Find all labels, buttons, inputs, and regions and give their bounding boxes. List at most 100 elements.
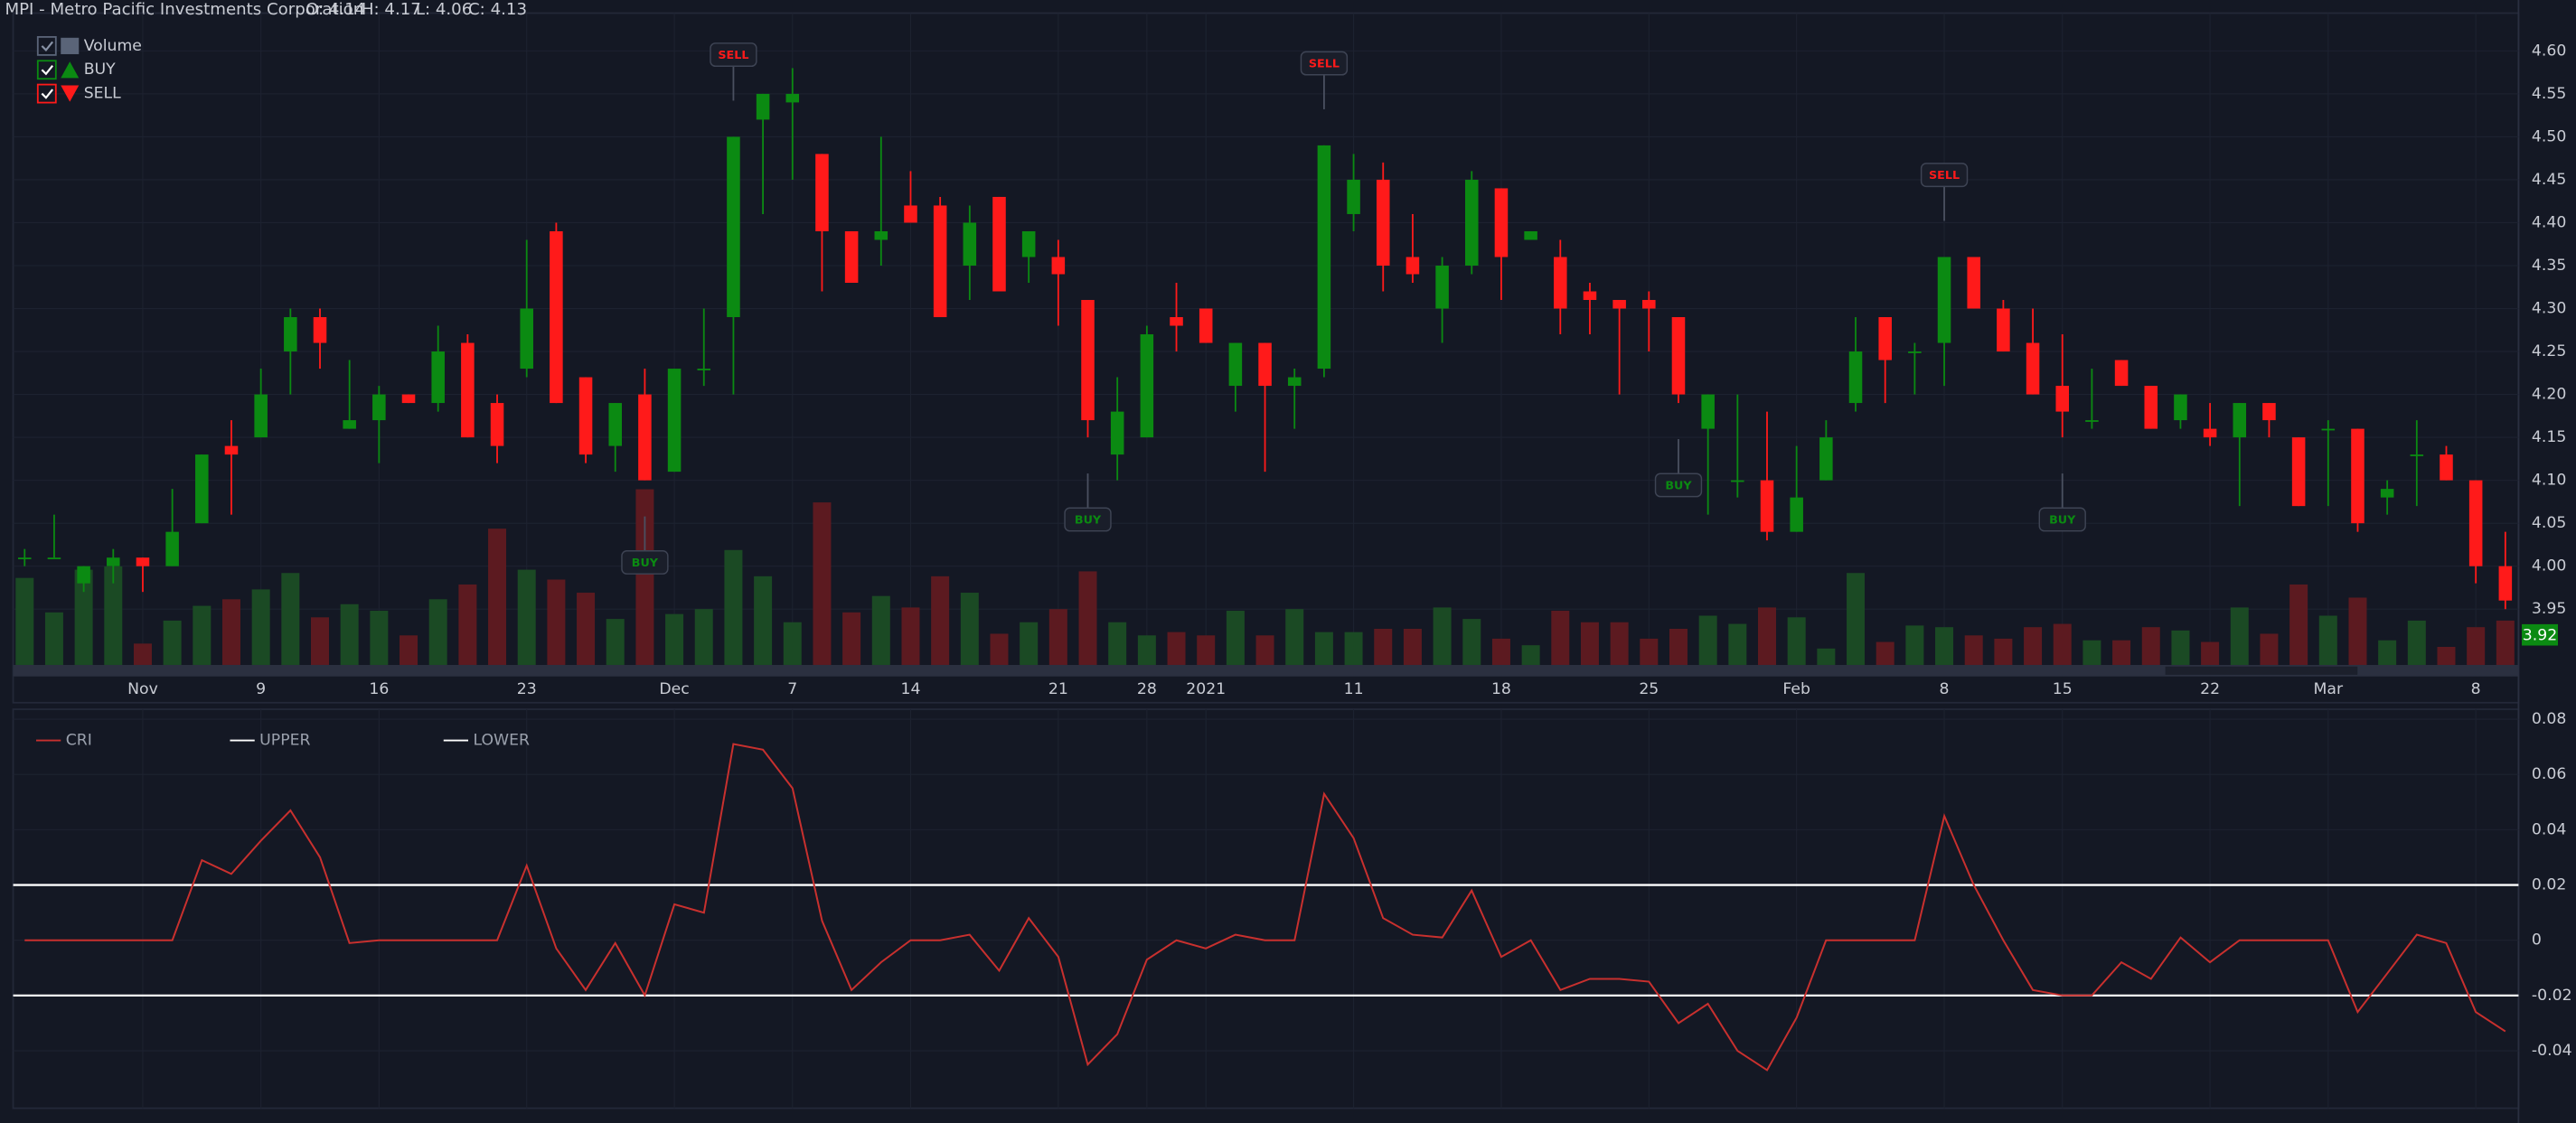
volume-bar	[488, 529, 507, 665]
candle-body	[1199, 308, 1213, 343]
x-tick-label: 15	[2053, 680, 2073, 698]
volume-bar	[577, 593, 596, 665]
candle-body	[815, 154, 829, 231]
volume-bar	[221, 599, 240, 665]
candle-body	[1848, 351, 1863, 404]
signal-label: SELL	[718, 48, 748, 61]
candle-body	[550, 230, 563, 404]
candle-body	[1376, 179, 1390, 266]
candle-body	[638, 394, 652, 481]
candle-body	[520, 308, 533, 370]
scrollbar[interactable]	[2165, 666, 2358, 675]
candle-body	[2233, 403, 2247, 438]
volume-bar	[1255, 635, 1274, 665]
candle-body	[2144, 386, 2158, 429]
volume-bar	[2260, 633, 2279, 665]
x-tick-label: 16	[369, 680, 389, 698]
volume-bar	[1491, 638, 1510, 665]
signal-box	[2038, 507, 2086, 532]
volume-bar	[2230, 607, 2249, 665]
candle-body	[136, 557, 150, 566]
candle-body	[372, 394, 386, 421]
volume-bar	[1758, 607, 1777, 665]
volume-bar	[635, 489, 654, 665]
volume-bar	[1728, 623, 1747, 665]
candle-body	[77, 566, 90, 584]
x-tick-label: 21	[1048, 680, 1068, 698]
volume-bar	[1640, 638, 1659, 665]
volume-bar	[1847, 573, 1866, 665]
candle-body	[2380, 489, 2394, 498]
volume-bar	[960, 593, 979, 665]
volume-bar	[400, 635, 418, 665]
volume-bar	[2289, 584, 2308, 665]
y-tick-label: -0.04	[2532, 1042, 2572, 1060]
legend-swatch	[61, 61, 80, 79]
y-tick-label: 4.45	[2532, 171, 2566, 189]
volume-bar	[1285, 609, 1304, 665]
y-tick-label: 4.40	[2532, 213, 2566, 231]
volume-bar	[2171, 630, 2190, 665]
candle-body	[2114, 360, 2129, 387]
volume-bar	[370, 611, 389, 665]
volume-bar	[193, 605, 212, 665]
legend-label: BUY	[84, 61, 116, 79]
volume-bar	[783, 622, 802, 665]
volume-bar	[2407, 620, 2426, 665]
legend-label: SELL	[84, 85, 121, 103]
volume-bar	[428, 599, 447, 665]
candle-body	[343, 420, 356, 429]
y-tick-label: 3.95	[2532, 600, 2566, 618]
signal-label: SELL	[1929, 168, 1960, 182]
candle-body	[1937, 257, 1951, 343]
x-tick-label: 2021	[1186, 680, 1226, 698]
x-tick-label: Feb	[1782, 680, 1810, 698]
candle-body	[2440, 454, 2453, 481]
candle-body	[904, 205, 917, 223]
y-tick-label: 4.55	[2532, 85, 2566, 103]
volume-bar	[1698, 615, 1717, 665]
legend-label: CRI	[66, 732, 92, 750]
candle-body	[1228, 342, 1243, 387]
header-field: C: 4.13	[468, 0, 527, 19]
signal-label: BUY	[2049, 512, 2076, 526]
volume-bar	[1078, 571, 1097, 665]
volume-bar	[311, 617, 329, 665]
legend-check	[41, 41, 54, 52]
y-tick-label: 4.35	[2532, 257, 2566, 275]
candle-body	[992, 196, 1006, 292]
volume-bar	[694, 609, 713, 665]
candle-body	[1170, 317, 1183, 326]
x-tick-label: 14	[900, 680, 920, 698]
signal-label: BUY	[1075, 512, 1102, 526]
x-tick-label: Mar	[2314, 680, 2344, 698]
candle-body	[490, 403, 504, 446]
y-tick-label: 4.10	[2532, 472, 2566, 490]
candle-body	[1671, 317, 1686, 395]
candle-body	[2498, 566, 2513, 601]
volume-bar	[547, 579, 566, 665]
legend-item[interactable]: SELL	[36, 83, 121, 104]
candle-body	[1524, 230, 1537, 240]
volume-bar	[2496, 620, 2515, 665]
legend-item[interactable]: Volume	[36, 35, 142, 56]
volume-bar	[931, 576, 950, 665]
x-tick-label: Nov	[127, 680, 158, 698]
candle-body	[2085, 420, 2099, 422]
candle-body	[2468, 480, 2483, 566]
candle-body	[1140, 334, 1154, 438]
y-tick-label: 0.04	[2532, 820, 2566, 838]
candle-body	[461, 342, 475, 438]
candle-body	[1908, 351, 1922, 353]
legend-item[interactable]: BUY	[36, 60, 116, 80]
candle-body	[1435, 265, 1449, 309]
volume-bar	[2467, 627, 2486, 665]
header-title: MPI - Metro Pacific Investments Corporat…	[5, 0, 363, 19]
volume-bar	[1433, 607, 1452, 665]
volume-bar	[901, 607, 920, 665]
candle-body	[1287, 377, 1302, 387]
volume-bar	[1167, 632, 1186, 665]
candle-body	[1051, 257, 1066, 275]
x-tick-label: 9	[256, 680, 266, 698]
